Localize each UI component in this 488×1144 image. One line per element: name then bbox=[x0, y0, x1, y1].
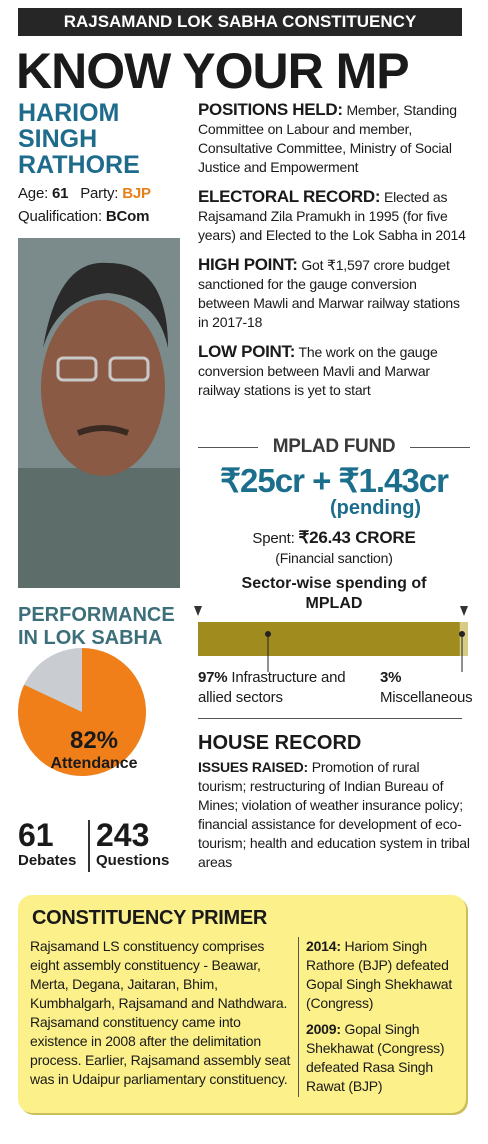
pointer-dot bbox=[265, 631, 271, 637]
arrow bbox=[460, 606, 468, 616]
primer-title: CONSTITUENCY PRIMER bbox=[32, 907, 268, 929]
sector-name: Infrastructure and allied sectors bbox=[198, 669, 346, 706]
mplad-pending: (pending) bbox=[330, 497, 422, 519]
sector-name: Miscellaneous bbox=[380, 689, 473, 706]
spent-note: (Financial sanction) bbox=[275, 550, 393, 566]
party: BJP bbox=[122, 185, 151, 202]
house-text: ISSUES RAISED: Promotion of rural touris… bbox=[198, 758, 470, 872]
attendance-value: 82% bbox=[70, 727, 118, 754]
sector-title: Sector-wise spending of MPLAD bbox=[241, 575, 427, 612]
mp-name: HARIOM SINGH RATHORE bbox=[18, 99, 140, 179]
result-text: Hariom Singh Rathore (BJP) defeated Gopa… bbox=[306, 938, 453, 1011]
age: 61 bbox=[52, 185, 69, 202]
result: 2014: Hariom Singh Rathore (BJP) defeate… bbox=[306, 937, 456, 1013]
sector-value: 97% bbox=[198, 669, 228, 686]
position: ELECTORAL RECORD: Elected as Rajsamand Z… bbox=[198, 187, 470, 245]
position-text: Got ₹1,597 crore budget sanctioned for t… bbox=[198, 257, 460, 330]
spent-value: ₹26.43 CRORE bbox=[298, 528, 416, 547]
mplad-title: MPLAD FUND bbox=[258, 436, 410, 458]
sector-label-text: 97% Infrastructure and allied sectors bbox=[198, 668, 368, 708]
result-year: 2009: bbox=[306, 1021, 341, 1037]
arrow bbox=[194, 606, 202, 616]
sector-bar bbox=[459, 622, 468, 656]
label: Spent: bbox=[252, 530, 295, 547]
label: ISSUES RAISED: bbox=[198, 759, 308, 775]
mplad-amount: ₹25cr + ₹1.43cr bbox=[220, 462, 449, 499]
issues: Promotion of rural tourism; restructurin… bbox=[198, 759, 470, 870]
result-text: Gopal Singh Shekhawat (Congress) defeate… bbox=[306, 1021, 445, 1094]
title: KNOW YOUR MP bbox=[16, 43, 410, 99]
mplad-title-row: MPLAD FUND bbox=[198, 436, 470, 458]
position-text: The work on the gauge conversion between… bbox=[198, 344, 438, 398]
position-label: HIGH POINT: bbox=[198, 255, 298, 274]
performance-title: PERFORMANCE IN LOK SABHA bbox=[18, 604, 175, 649]
position: HIGH POINT: Got ₹1,597 crore budget sanc… bbox=[198, 255, 470, 332]
results: 2014: Hariom Singh Rathore (BJP) defeate… bbox=[306, 937, 456, 1103]
label: Party: bbox=[80, 185, 119, 202]
attendance-text: Attendance bbox=[50, 755, 137, 772]
label: Age: bbox=[18, 185, 49, 202]
banner: RAJSAMAND LOK SABHA CONSTITUENCY bbox=[18, 8, 462, 36]
primer-text: Rajsamand LS constituency comprises eigh… bbox=[30, 938, 291, 1087]
position-text: Member, Standing Committee on Labour and… bbox=[198, 102, 457, 175]
sector-label-text: 3% Miscellaneous bbox=[380, 668, 480, 708]
house-title: HOUSE RECORD bbox=[198, 732, 362, 754]
debates-label: Debates bbox=[18, 852, 77, 869]
position-label: POSITIONS HELD: bbox=[198, 100, 343, 119]
sector-bar bbox=[198, 622, 460, 656]
primer-box: CONSTITUENCY PRIMER Rajsamand LS constit… bbox=[18, 895, 466, 1113]
position: LOW POINT: The work on the gauge convers… bbox=[198, 342, 470, 400]
sector-value: 3% bbox=[380, 669, 402, 686]
spent: Spent: ₹26.43 CRORE bbox=[198, 528, 470, 548]
photo bbox=[18, 238, 180, 588]
divider bbox=[88, 820, 90, 872]
position-text: Elected as Rajsamand Zila Pramukh in 199… bbox=[198, 189, 466, 243]
divider bbox=[298, 937, 299, 1097]
qualification: BCom bbox=[105, 208, 150, 225]
pointer-dot bbox=[459, 631, 465, 637]
sector-chart: 97% Infrastructure and allied sectors 3% M… bbox=[194, 606, 480, 708]
rule bbox=[198, 718, 462, 719]
position: POSITIONS HELD: Member, Standing Committ… bbox=[198, 100, 470, 177]
position-label: ELECTORAL RECORD: bbox=[198, 187, 381, 206]
position-label: LOW POINT: bbox=[198, 342, 296, 361]
result-year: 2014: bbox=[306, 938, 341, 954]
positions: POSITIONS HELD: Member, Standing Committ… bbox=[198, 100, 470, 410]
label: Qualification: bbox=[18, 208, 102, 225]
result: 2009: Gopal Singh Shekhawat (Congress) d… bbox=[306, 1020, 456, 1096]
mp-qualification: Qualification: BCom bbox=[18, 207, 149, 226]
mp-age-party: Age: 61 Party: BJP bbox=[18, 184, 151, 203]
attendance-pie: 82%Attendance bbox=[18, 648, 146, 776]
debates: 61 bbox=[18, 817, 54, 853]
pie-slice bbox=[18, 648, 146, 776]
sector-label: 97% Infrastructure and allied sectors bbox=[198, 668, 368, 708]
questions: 243 bbox=[96, 817, 150, 853]
sector-label: 3% Miscellaneous bbox=[380, 668, 480, 708]
questions-label: Questions bbox=[96, 852, 170, 869]
